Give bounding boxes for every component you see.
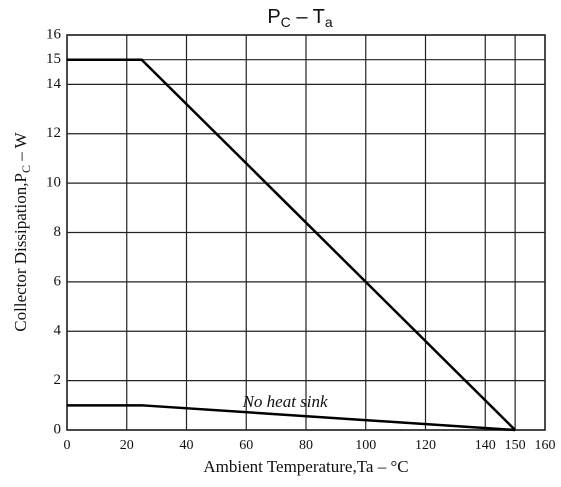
- y-tick-label: 2: [54, 372, 62, 388]
- title-part: – T: [291, 6, 325, 28]
- y-tick-label: 0: [54, 421, 62, 437]
- x-tick-label: 40: [180, 438, 194, 453]
- title-sub: a: [325, 14, 333, 30]
- x-axis-label: Ambient Temperature,Ta – °C: [203, 457, 408, 476]
- x-tick-label: 160: [535, 438, 556, 453]
- title-part: P: [267, 6, 280, 28]
- chart-title: PC – Ta: [267, 6, 333, 29]
- y-tick-label: 15: [46, 51, 61, 67]
- y-tick-label: 16: [46, 26, 62, 42]
- y-axis-label: Collector Dissipation,PC – W: [11, 131, 33, 331]
- title-sub: C: [281, 14, 291, 30]
- y-tick-label: 12: [46, 125, 61, 141]
- x-tick-label: 80: [299, 438, 313, 453]
- x-tick-label: 20: [120, 438, 134, 453]
- y-label-sub: C: [19, 165, 33, 173]
- x-tick-label: 150: [505, 438, 526, 453]
- y-tick-label: 14: [46, 76, 62, 92]
- x-tick-label: 100: [355, 438, 376, 453]
- x-tick-label: 120: [415, 438, 436, 453]
- x-tick-label: 60: [239, 438, 253, 453]
- data-line: [67, 404, 516, 432]
- y-tick-label: 6: [54, 273, 62, 289]
- y-tick-label: 4: [54, 323, 62, 339]
- x-tick-label: 0: [64, 438, 71, 453]
- y-label-part: Collector Dissipation,P: [11, 173, 30, 332]
- y-label-part: – W: [11, 131, 30, 165]
- x-tick-label: 140: [475, 438, 496, 453]
- annotation: No heat sink: [242, 392, 328, 411]
- y-tick-label: 8: [54, 224, 62, 240]
- y-tick-label: 10: [46, 175, 61, 191]
- data-line: [67, 58, 517, 431]
